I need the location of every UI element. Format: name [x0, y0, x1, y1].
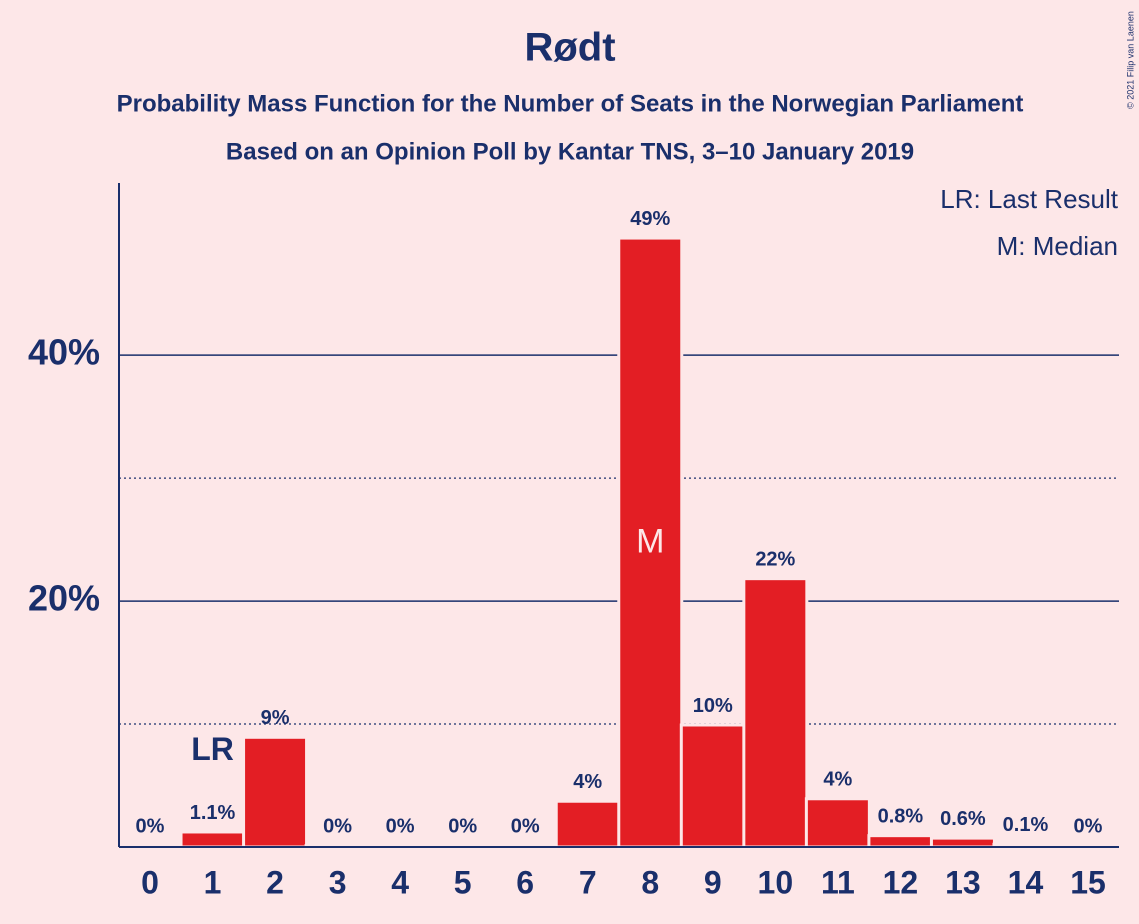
- x-tick-label: 9: [704, 864, 722, 900]
- value-label: 0%: [386, 815, 415, 837]
- bar: [242, 735, 309, 849]
- value-label: 0%: [136, 815, 165, 837]
- value-label: 0.8%: [878, 805, 924, 827]
- credit: © 2021 Filip van Laenen: [1125, 11, 1135, 109]
- chart-subtitle: Probability Mass Function for the Number…: [117, 90, 1024, 117]
- x-tick-label: 14: [1008, 864, 1044, 900]
- value-label: 10%: [693, 695, 733, 717]
- bar: [617, 236, 684, 849]
- value-label: 0.6%: [940, 808, 986, 830]
- x-tick-label: 10: [758, 864, 794, 900]
- value-label: 0%: [448, 815, 477, 837]
- x-tick-label: 2: [266, 864, 284, 900]
- bar: [179, 830, 246, 849]
- chart-title: Rødt: [524, 26, 615, 70]
- y-tick-label: 40%: [28, 332, 100, 373]
- bar: [554, 799, 621, 849]
- bar: [929, 836, 996, 849]
- y-tick-label: 20%: [28, 578, 100, 619]
- x-tick-label: 3: [329, 864, 347, 900]
- x-tick-label: 8: [641, 864, 659, 900]
- x-tick-label: 7: [579, 864, 597, 900]
- x-tick-label: 13: [945, 864, 981, 900]
- annotation: M: [636, 522, 664, 560]
- legend-entry: M: Median: [997, 231, 1118, 261]
- annotation: LR: [191, 731, 234, 767]
- x-tick-label: 15: [1070, 864, 1106, 900]
- bar: [804, 797, 871, 849]
- chart-subtitle: Based on an Opinion Poll by Kantar TNS, …: [226, 138, 914, 165]
- bar: [742, 577, 809, 849]
- value-label: 22%: [755, 548, 795, 570]
- value-label: 9%: [261, 707, 290, 729]
- value-label: 4%: [823, 769, 852, 791]
- x-tick-label: 12: [883, 864, 919, 900]
- x-tick-label: 11: [821, 864, 855, 900]
- x-tick-label: 1: [204, 864, 222, 900]
- value-label: 49%: [630, 208, 670, 230]
- value-label: 1.1%: [190, 802, 236, 824]
- legend-entry: LR: Last Result: [940, 184, 1119, 214]
- bar: [679, 723, 746, 849]
- value-label: 4%: [573, 771, 602, 793]
- value-label: 0%: [323, 815, 352, 837]
- x-tick-label: 0: [141, 864, 159, 900]
- value-label: 0%: [1074, 815, 1103, 837]
- x-tick-label: 5: [454, 864, 472, 900]
- x-tick-label: 4: [391, 864, 409, 900]
- bar: [867, 834, 934, 849]
- x-tick-label: 6: [516, 864, 534, 900]
- value-label: 0.1%: [1003, 814, 1049, 836]
- value-label: 0%: [511, 815, 540, 837]
